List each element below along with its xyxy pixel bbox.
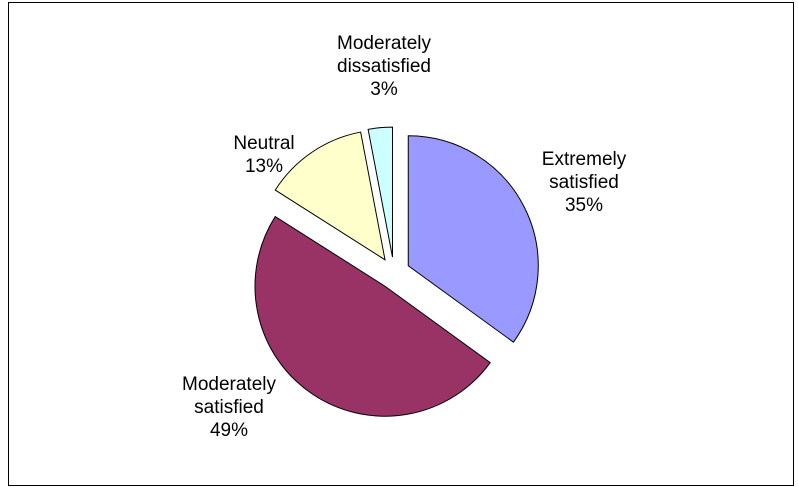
- pie-chart: [254, 126, 539, 417]
- label-neutral: Neutral 13%: [233, 133, 295, 177]
- chart-frame: Extremely satisfied 35% Moderately satis…: [8, 2, 794, 486]
- pie-slice-moderately-dissatisfied: [367, 126, 393, 258]
- pie-slice-moderately-satisfied: [254, 215, 491, 417]
- label-extremely-satisfied: Extremely satisfied 35%: [541, 149, 627, 216]
- pie-slice-extremely-satisfied: [407, 135, 539, 343]
- pie-slice-neutral: [274, 131, 386, 261]
- label-moderately-dissatisfied: Moderately dissatisfied 3%: [337, 33, 431, 100]
- label-moderately-satisfied: Moderately satisfied 49%: [182, 374, 276, 441]
